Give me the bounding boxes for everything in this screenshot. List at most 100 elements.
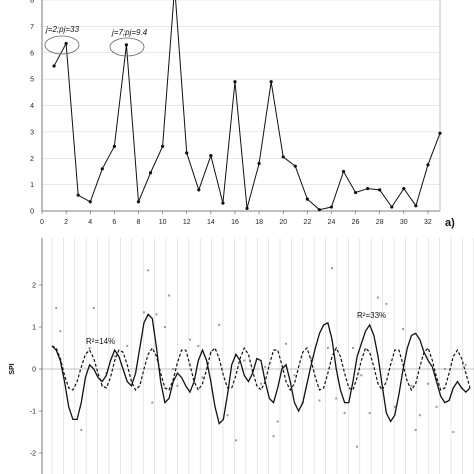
chart-b-point: [126, 344, 129, 347]
chart-a-point: [353, 190, 358, 195]
annotation-r2-33: R²=33%: [357, 311, 386, 320]
chart-a-point: [341, 169, 346, 174]
chart-a-y-tick: 7: [30, 24, 34, 31]
chart-a-point: [329, 205, 334, 209]
chart-a-x-tick: 18: [255, 219, 263, 226]
chart-b-point: [377, 296, 380, 299]
chart-b-point: [335, 397, 338, 400]
chart-b-point: [176, 384, 179, 387]
chart-a-x-tick: 10: [159, 219, 167, 226]
chart-b-point: [168, 294, 171, 297]
chart-a-point: [317, 208, 321, 212]
chart-b-point: [385, 302, 388, 305]
chart-a-point: [366, 186, 370, 191]
chart-b-point: [443, 368, 446, 370]
chart-a-point: [281, 155, 285, 159]
chart-b-point: [393, 405, 396, 408]
chart-a-y-tick: 3: [30, 129, 34, 136]
chart-a-y-tick: 5: [30, 77, 34, 84]
chart-a-point: [233, 80, 237, 84]
chart-a-point: [209, 154, 213, 158]
chart-a-x-tick-labels: 0 2 4 6 8 10 12 14 16 18 20 22 24 26 28 30 32: [40, 211, 432, 226]
chart-b-point: [92, 307, 95, 310]
chart-a-x-tick: 12: [183, 219, 191, 226]
annotation-j2: j=2;pj=33: [45, 25, 79, 34]
chart-b-point: [264, 365, 267, 368]
chart-b-y-tick: 2: [32, 283, 36, 290]
chart-a-x-tick: 16: [231, 219, 239, 226]
chart-a-x-tick: 4: [88, 219, 92, 226]
chart-b-point: [276, 420, 279, 423]
chart-b-point: [163, 326, 166, 328]
chart-a-x-tick: 20: [279, 219, 287, 226]
chart-b-point: [197, 344, 200, 347]
chart-b-point: [59, 330, 62, 333]
chart-a-point: [390, 205, 394, 209]
chart-b-point: [188, 338, 191, 341]
chart-b-point: [272, 435, 275, 438]
chart-b-point: [310, 357, 313, 360]
chart-a-x-tick: 8: [137, 219, 141, 226]
chart-b-point: [260, 382, 262, 385]
chart-b-y-tick: 0: [32, 367, 36, 374]
annotation-ellipse-j7: [109, 37, 145, 57]
chart-b-y-axis-label: SPI: [9, 363, 16, 374]
chart-b-y-tick: -1: [30, 409, 36, 416]
chart-a-point: [148, 171, 153, 175]
chart-b-point: [172, 368, 175, 370]
chart-b-point: [101, 384, 104, 387]
annotation-j7: j=7;pj=9.4: [111, 28, 148, 37]
chart-b-point: [427, 382, 430, 385]
chart-a-point: [185, 151, 189, 155]
chart-b-point: [218, 323, 221, 326]
chart-b-point: [226, 414, 229, 417]
chart-b-point: [234, 439, 237, 442]
chart-a-point: [76, 193, 80, 197]
chart-a-point: [52, 64, 56, 68]
chart-b-point: [80, 428, 83, 431]
chart-b-point: [464, 363, 467, 366]
chart-b-point: [368, 412, 371, 415]
chart-a-point: [221, 201, 225, 205]
chart-a-gridlines: [42, 0, 440, 185]
chart-a-x-tick: 22: [303, 219, 311, 226]
chart-b-point: [55, 307, 58, 310]
chart-a-point: [378, 188, 382, 192]
chart-b-point: [318, 399, 321, 402]
chart-b-point: [285, 342, 288, 345]
chart-b-solid-series: [51, 313, 471, 425]
chart-a-point: [438, 131, 442, 135]
chart-a-x-tick: 6: [112, 219, 116, 226]
chart-a-point: [269, 80, 273, 84]
chart-b-point: [351, 347, 354, 349]
chart-a-point: [161, 144, 165, 148]
chart-b-point: [147, 269, 150, 272]
chart-a-y-tick-labels: 0 1 2 3 4 5 6 7 8: [30, 0, 34, 216]
annotation-ellipse-j2: [44, 35, 80, 55]
panel-label-a: a): [445, 217, 455, 229]
chart-a-point: [197, 188, 201, 192]
chart-b-point: [360, 374, 363, 377]
chart-a-x-tick: 28: [376, 219, 384, 226]
chart-b-point: [243, 359, 246, 362]
chart-a-point: [245, 206, 249, 210]
chart-b-point: [151, 401, 154, 404]
chart-b-point: [414, 428, 417, 431]
chart-b-y-tick-labels: -2 -1 0 1 2: [30, 283, 42, 458]
chart-a-x-tick: 26: [352, 219, 360, 226]
chart-a-point: [402, 186, 406, 191]
chart-b-dashed-series: [51, 345, 471, 392]
chart-a-y-tick: 0: [30, 209, 34, 216]
chart-b-point: [435, 405, 438, 408]
chart-a-y-tick: 6: [30, 50, 34, 57]
chart-b-point: [418, 414, 421, 417]
chart-a-y-tick: 4: [30, 103, 34, 110]
chart-b-point: [402, 328, 405, 331]
chart-a-point: [100, 167, 104, 171]
chart-a-point: [64, 41, 68, 46]
chart-b-point: [452, 431, 455, 433]
chart-b-point: [356, 445, 359, 448]
chart-a-points: [52, 41, 442, 212]
chart-a-x-tick: 30: [400, 219, 408, 226]
